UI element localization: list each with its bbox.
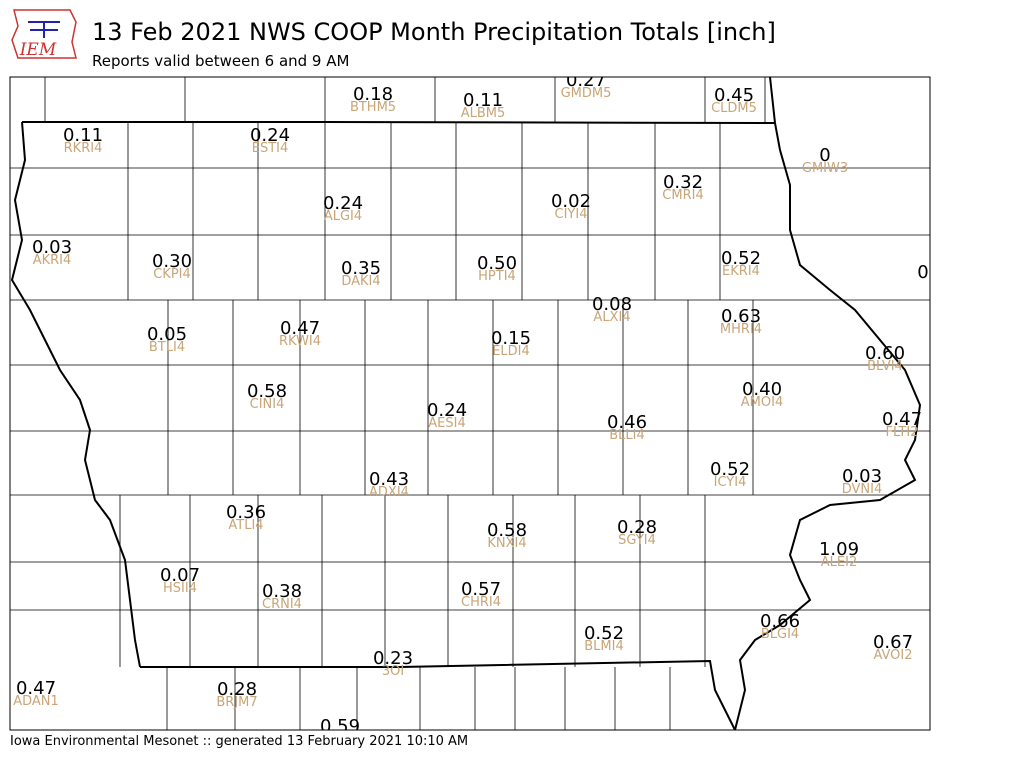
station-value: 0.47 — [16, 678, 56, 699]
station-value: 0 — [917, 262, 928, 283]
map-frame — [9, 76, 931, 731]
logo: IEM — [11, 9, 77, 60]
logo-text: IEM — [19, 40, 57, 60]
station-id: CKPI4 — [153, 267, 191, 282]
station-value: 0.46 — [607, 412, 647, 433]
station-id: SGYI4 — [618, 533, 656, 548]
station-id: ALEI2 — [821, 555, 857, 570]
station-value: 0.57 — [461, 579, 501, 600]
station-value: 0.18 — [353, 84, 393, 105]
station-id: BTHM5 — [350, 100, 396, 115]
station-id: BLVI4 — [867, 359, 903, 374]
station-id: ADXI4 — [369, 485, 409, 500]
station-id: HPTI4 — [478, 269, 516, 284]
station-id: ALBM5 — [461, 106, 506, 121]
station-value: 0.03 — [32, 237, 72, 258]
map — [10, 77, 930, 730]
station-id: GMIW3 — [802, 161, 848, 176]
station-id: HSII4 — [163, 581, 197, 596]
station-id: RKRI4 — [64, 141, 103, 156]
station-value: 1.09 — [819, 539, 859, 560]
station-value: 0.30 — [152, 251, 192, 272]
station-value: 0.38 — [262, 581, 302, 602]
station-id: ELDI4 — [492, 344, 530, 359]
station-value: 0.27 — [566, 70, 606, 91]
station-id: BTLI4 — [149, 340, 185, 355]
station-value: 0.47 — [882, 409, 922, 430]
station-id: CLDM5 — [711, 101, 757, 116]
station-id: AKRI4 — [33, 253, 72, 268]
station-value: 0.08 — [592, 294, 632, 315]
station-id: CHRI4 — [461, 595, 501, 610]
station-id: 3OI — [382, 664, 404, 679]
station-id: CIYI4 — [555, 207, 588, 222]
station-value: 0.52 — [584, 623, 624, 644]
station-id: ATLI4 — [228, 518, 263, 533]
station-value: 0.24 — [323, 193, 363, 214]
station-value: 0.43 — [369, 469, 409, 490]
station-value: 0.52 — [710, 459, 750, 480]
station-id: BLLI4 — [609, 428, 645, 443]
station-value: 0.15 — [491, 328, 531, 349]
station-value: 0.11 — [463, 90, 503, 111]
station-value: 0.35 — [341, 258, 381, 279]
station-value: 0.59 — [320, 716, 360, 737]
station-value: 0.50 — [477, 253, 517, 274]
station-id: BLMI4 — [584, 639, 623, 654]
station-value: 0 — [819, 145, 830, 166]
station-id: BLGI4 — [761, 627, 799, 642]
station-value: 0.28 — [617, 517, 657, 538]
station-id: ESTI4 — [252, 141, 289, 156]
station-id: EKRI4 — [722, 264, 760, 279]
station-value: 0.32 — [663, 172, 703, 193]
station-id: BRJM7 — [216, 695, 257, 710]
station-id: CINI4 — [250, 397, 285, 412]
station-id: ADAN1 — [13, 694, 59, 709]
station-value: 0.58 — [247, 381, 287, 402]
subtitle: Reports valid between 6 and 9 AM — [92, 52, 349, 70]
station-value: 0.67 — [873, 632, 913, 653]
station-id: DAKI4 — [341, 274, 380, 289]
station-value: 0.66 — [760, 611, 800, 632]
station-value: 0.03 — [842, 466, 882, 487]
footer: Iowa Environmental Mesonet :: generated … — [10, 734, 468, 749]
station-value: 0.58 — [487, 520, 527, 541]
station-value: 0.63 — [721, 306, 761, 327]
station-id: ALXI4 — [593, 310, 630, 325]
station-value: 0.24 — [427, 400, 467, 421]
station-id: KNXI4 — [487, 536, 526, 551]
station-id: RKWI4 — [279, 334, 321, 349]
station-value: 0.02 — [551, 191, 591, 212]
station-id: AMOI4 — [741, 395, 783, 410]
station-id: AESI4 — [428, 416, 465, 431]
station-id: FLTI2 — [886, 425, 919, 440]
station-value: 0.11 — [63, 125, 103, 146]
station-value: 0.24 — [250, 125, 290, 146]
station-id: GMDM5 — [561, 86, 612, 101]
station-id: CRNI4 — [262, 597, 302, 612]
station-value: 0.05 — [147, 324, 187, 345]
station-id: DVNI4 — [842, 482, 883, 497]
station-value: 0.47 — [280, 318, 320, 339]
station-value: 0.60 — [865, 343, 905, 364]
station-value: 0.23 — [373, 648, 413, 669]
station-value: 0.07 — [160, 565, 200, 586]
title: 13 Feb 2021 NWS COOP Month Precipitation… — [92, 18, 776, 46]
station-id: AVOI2 — [873, 648, 912, 663]
station-value: 0.40 — [742, 379, 782, 400]
station-id: CMRI4 — [662, 188, 703, 203]
station-id: MHRI4 — [720, 322, 762, 337]
station-value: 0.36 — [226, 502, 266, 523]
station-value: 0.52 — [721, 248, 761, 269]
station-id: ICYI4 — [714, 475, 747, 490]
station-value: 0.28 — [217, 679, 257, 700]
station-value: 0.45 — [714, 85, 754, 106]
station-id: ALGI4 — [324, 209, 362, 224]
